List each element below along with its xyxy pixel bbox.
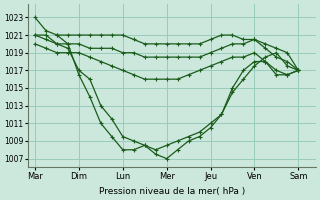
X-axis label: Pression niveau de la mer( hPa ): Pression niveau de la mer( hPa ) xyxy=(99,187,245,196)
